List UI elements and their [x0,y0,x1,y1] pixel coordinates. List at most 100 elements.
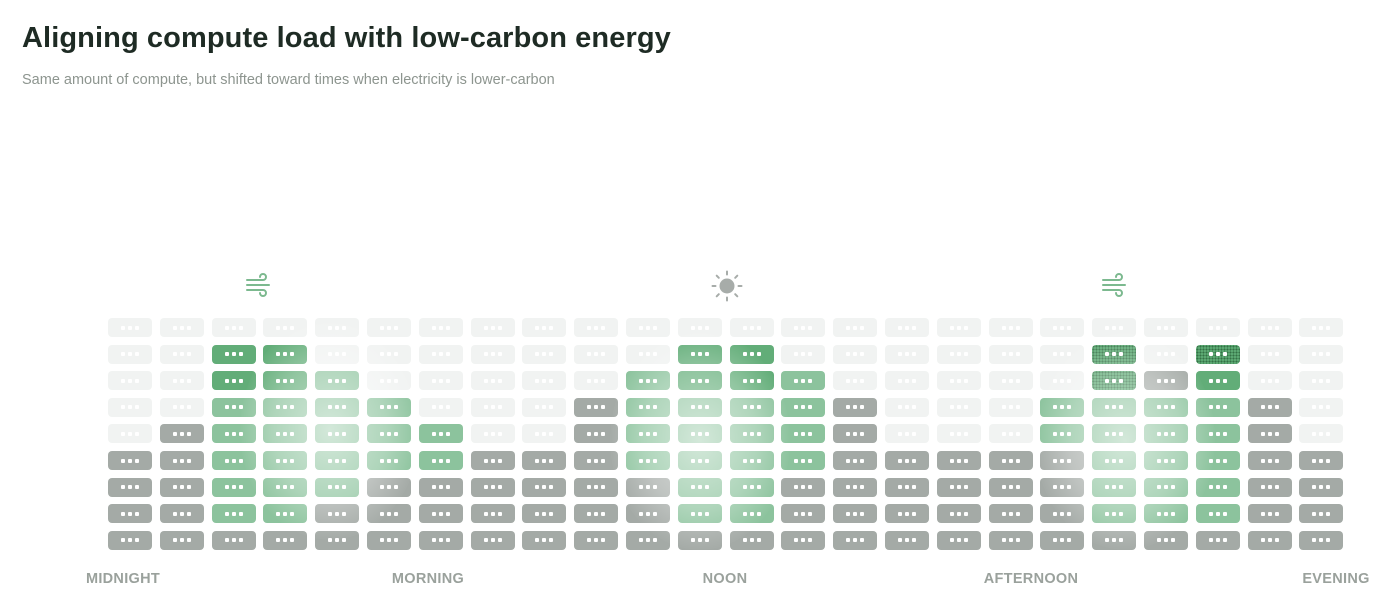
block-dot [1015,352,1020,357]
block-dot [1060,511,1065,516]
block-dot [283,325,288,330]
block-dot [646,431,650,436]
block-dot [535,431,540,436]
block-dot [742,431,747,436]
block-dot [535,378,540,383]
block-dot [808,325,813,330]
block-dot [276,352,281,357]
compute-block [677,344,722,364]
block-dot [1067,378,1072,383]
compute-block [522,477,567,497]
block-dot [801,485,806,490]
block-dot [283,405,288,410]
block-dot [128,538,132,543]
compute-block [729,530,774,550]
block-dot [860,378,865,383]
compute-block [1195,371,1240,391]
block-dot [380,405,384,410]
block-dot [179,352,184,357]
block-dot [186,378,191,383]
block-dot [394,538,398,543]
block-dot [1326,538,1331,543]
block-dot [172,325,177,330]
compute-block [1247,371,1292,391]
block-dot [1208,485,1213,490]
block-dot [912,352,916,357]
block-dot [912,538,916,543]
compute-block [626,344,670,364]
block-dot [394,405,398,410]
block-dot [121,458,125,463]
block-dot [394,352,398,357]
block-dot [431,431,436,436]
block-dot [601,325,606,330]
compute-block [574,504,619,524]
block-dot [697,485,702,490]
block-dot [328,485,333,490]
compute-block [833,451,878,470]
block-dot [949,458,954,463]
block-dot [179,511,184,516]
compute-block [1247,424,1292,444]
block-dot [860,325,865,330]
block-dot [1105,352,1110,357]
compute-block [1299,424,1344,444]
compute-block [936,397,981,417]
block-dot [1060,378,1065,383]
block-dot [438,485,443,490]
compute-block [470,344,515,364]
block-dot [135,325,139,330]
compute-block [1040,371,1085,391]
compute-block [1144,397,1188,417]
block-dot [1112,485,1117,490]
block-dot [756,378,761,383]
block-dot [497,538,502,543]
block-dot [224,378,229,383]
block-dot [335,352,340,357]
block-dot [1164,405,1168,410]
block-dot [1008,405,1013,410]
block-dot [1015,538,1020,543]
block-dot [1319,378,1324,383]
compute-block [211,344,256,364]
block-dot [542,485,547,490]
block-dot [186,538,191,543]
block-dot [542,538,547,543]
block-dot [135,538,139,543]
compute-block [1247,397,1292,417]
block-dot [1215,352,1220,357]
compute-block [418,504,463,524]
compute-block [626,477,670,497]
block-dot [808,431,813,436]
compute-block [367,424,411,444]
block-dot [542,431,547,436]
block-dot [431,378,436,383]
block-dot [1208,538,1213,543]
block-dot [290,378,295,383]
block-dot [794,458,799,463]
block-dot [905,325,909,330]
block-dot [1067,352,1072,357]
block-dot [963,511,968,516]
block-dot [756,352,761,357]
block-dot [438,538,443,543]
block-dot [1015,378,1020,383]
block-dot [1060,352,1065,357]
block-dot [853,325,858,330]
block-dot [231,458,236,463]
block-dot [438,431,443,436]
block-dot [387,538,391,543]
block-dot [328,352,333,357]
compute-block [470,477,515,497]
block-dot [387,485,391,490]
block-dot [1001,431,1006,436]
compute-block [729,424,774,444]
block-dot [1164,511,1168,516]
block-dot [1060,538,1065,543]
block-dot [794,431,799,436]
block-dot [1312,352,1317,357]
block-dot [1326,458,1331,463]
block-dot [549,325,554,330]
block-dot [956,325,961,330]
compute-block [677,530,722,550]
